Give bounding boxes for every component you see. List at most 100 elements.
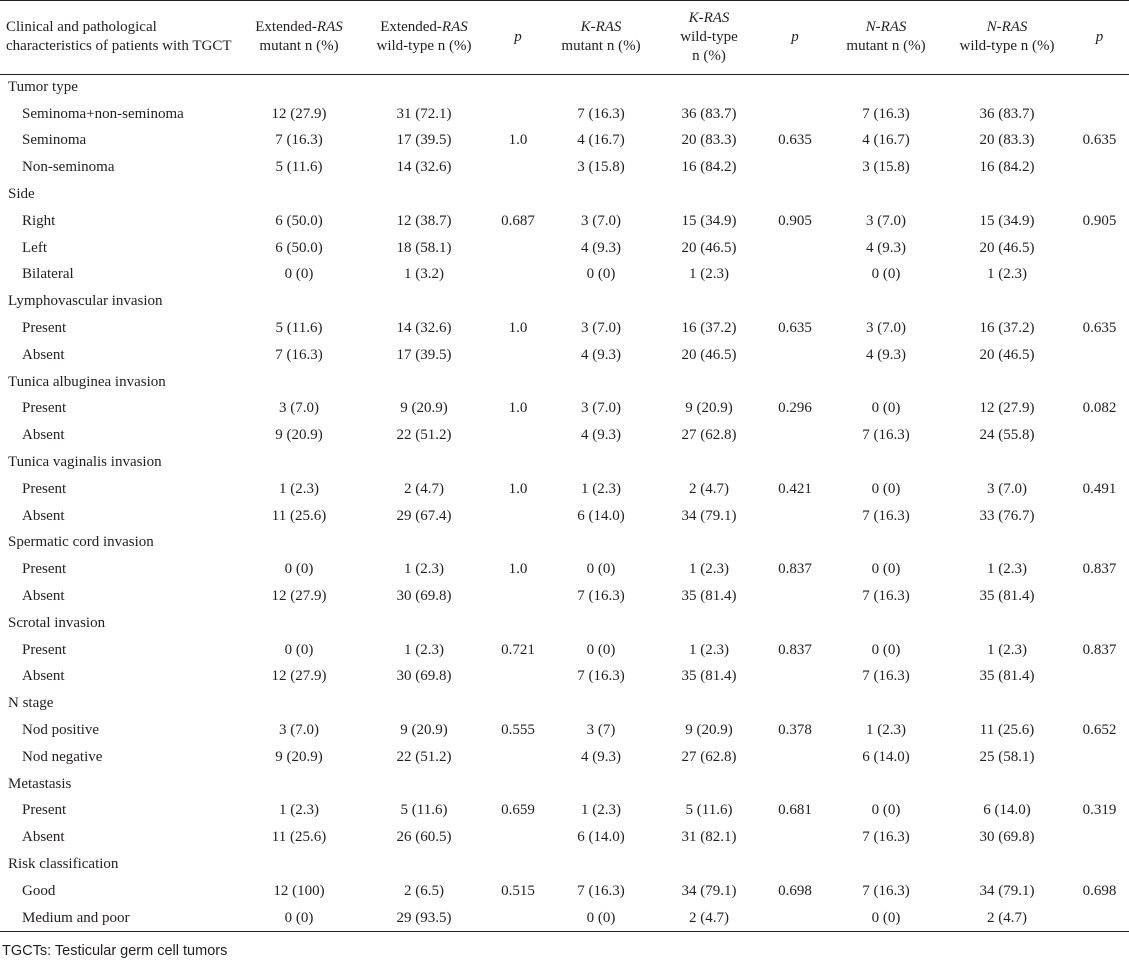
table-cell	[944, 449, 1070, 476]
row-label: Medium and poor	[22, 909, 130, 926]
table-cell: 36 (83.7)	[681, 105, 737, 122]
row-label: Present	[22, 561, 67, 578]
table-cell	[762, 262, 828, 289]
table-cell: 0.687	[501, 212, 535, 229]
row-label: Non-seminoma	[22, 159, 115, 176]
group-row: Tunica vaginalis invasion	[0, 449, 1129, 476]
header-p-kras: p	[791, 28, 799, 45]
table-bottom-rule	[0, 931, 1129, 932]
table-cell: 1 (2.3)	[279, 480, 319, 497]
table-row: Seminoma 7 (16.3) 17 (39.5) 1.0 4 (16.7) 20 (…	[0, 128, 1129, 155]
table-cell	[762, 342, 828, 369]
table-row: Present 5 (11.6) 14 (32.6) 1.0 3 (7.0) 16 (37…	[0, 315, 1129, 342]
table-row: Nod negative 9 (20.9) 22 (51.2) 4 (9.3) 27 (…	[0, 744, 1129, 771]
table-cell: 4 (9.3)	[581, 748, 621, 765]
table-cell	[656, 530, 762, 557]
table-cell	[240, 690, 358, 717]
table-cell	[828, 181, 944, 208]
table-cell: 1 (2.3)	[279, 802, 319, 819]
table-cell: 0.905	[778, 212, 812, 229]
table-cell: 11 (25.6)	[979, 722, 1035, 739]
table-cell: 22 (51.2)	[396, 748, 452, 765]
table-cell	[762, 422, 828, 449]
row-label: Absent	[22, 507, 65, 524]
table-cell: 0 (0)	[871, 561, 901, 578]
table-cell: 16 (84.2)	[681, 159, 737, 176]
table-cell: 0.837	[778, 641, 812, 658]
table-cell: 14 (32.6)	[396, 320, 452, 337]
table-cell	[762, 851, 828, 878]
header-extended-ras-mutant: Extended-RAS mutant n (%)	[255, 19, 343, 54]
table-row: Non-seminoma 5 (11.6) 14 (32.6) 3 (15.8) 16 …	[0, 154, 1129, 181]
table-cell: 11 (25.6)	[271, 507, 327, 524]
table-cell: 1.0	[508, 320, 528, 337]
table-cell	[546, 610, 656, 637]
table-cell: 29 (93.5)	[396, 909, 452, 926]
table-cell: 3 (7.0)	[279, 722, 319, 739]
table-cell: 31 (72.1)	[396, 105, 452, 122]
table-cell	[762, 610, 828, 637]
table-cell: 12 (27.9)	[271, 105, 327, 122]
table-cell	[828, 74, 944, 101]
table-row: Absent 12 (27.9) 30 (69.8) 7 (16.3) 35 (81.4…	[0, 664, 1129, 691]
row-label: Nod negative	[22, 748, 103, 765]
table-cell: 0.837	[1082, 561, 1117, 578]
table-cell: 0.837	[778, 561, 812, 578]
group-row: Risk classification	[0, 851, 1129, 878]
table-cell: 1 (2.3)	[689, 266, 729, 283]
table-cell: 20 (46.5)	[681, 239, 737, 256]
table-cell	[1070, 288, 1129, 315]
table-cell	[358, 690, 490, 717]
table-cell: 0 (0)	[586, 641, 616, 658]
table-cell	[546, 181, 656, 208]
table-cell	[944, 771, 1070, 798]
table-cell: 35 (81.4)	[681, 668, 737, 685]
table-cell: 4 (9.3)	[866, 346, 906, 363]
table-cell	[1070, 369, 1129, 396]
table-cell	[240, 610, 358, 637]
table-row: Nod positive 3 (7.0) 9 (20.9) 0.555 3 (7) 9 (…	[0, 717, 1129, 744]
table-cell: 27 (62.8)	[681, 427, 737, 444]
table-cell	[1070, 181, 1129, 208]
table-row: Medium and poor 0 (0) 29 (93.5) 0 (0) 2 (4.7…	[0, 905, 1129, 932]
table-cell	[762, 74, 828, 101]
table-cell: 20 (83.3)	[979, 132, 1035, 149]
table-cell	[490, 744, 546, 771]
table-cell: 1 (3.2)	[404, 266, 444, 283]
table-cell: 0.837	[1082, 641, 1117, 658]
table-cell: 12 (100)	[273, 882, 325, 899]
table-cell	[828, 369, 944, 396]
table-row: Right 6 (50.0) 12 (38.7) 0.687 3 (7.0) 15 (34…	[0, 208, 1129, 235]
table-cell: 27 (62.8)	[681, 748, 737, 765]
table-cell: 0 (0)	[871, 480, 901, 497]
table-cell: 0.681	[778, 802, 812, 819]
table-cell	[240, 771, 358, 798]
table-cell	[828, 610, 944, 637]
table-cell	[762, 449, 828, 476]
table-cell: 25 (58.1)	[979, 748, 1035, 765]
table-cell: 3 (7.0)	[866, 212, 906, 229]
table-cell	[762, 369, 828, 396]
table-cell	[762, 503, 828, 530]
table-cell	[358, 449, 490, 476]
table-cell: 20 (46.5)	[681, 346, 737, 363]
table-cell: 1 (2.3)	[987, 561, 1027, 578]
row-label: Absent	[22, 427, 65, 444]
table-cell: 1 (2.3)	[987, 266, 1027, 283]
table-cell	[762, 101, 828, 128]
table-cell	[944, 288, 1070, 315]
group-label: Tunica albuginea invasion	[8, 373, 166, 390]
table-cell: 3 (7.0)	[279, 400, 319, 417]
table-cell	[1070, 449, 1129, 476]
table-cell	[358, 530, 490, 557]
table-row: Absent 11 (25.6) 26 (60.5) 6 (14.0) 31 (82.1…	[0, 824, 1129, 851]
table-cell: 3 (7.0)	[581, 400, 621, 417]
table-cell: 2 (4.7)	[987, 909, 1027, 926]
table-cell	[490, 342, 546, 369]
row-label: Present	[22, 400, 67, 417]
table-cell	[490, 154, 546, 181]
table-cell: 3 (7)	[586, 722, 616, 739]
table-cell	[656, 181, 762, 208]
table-cell	[656, 369, 762, 396]
table-cell	[546, 690, 656, 717]
